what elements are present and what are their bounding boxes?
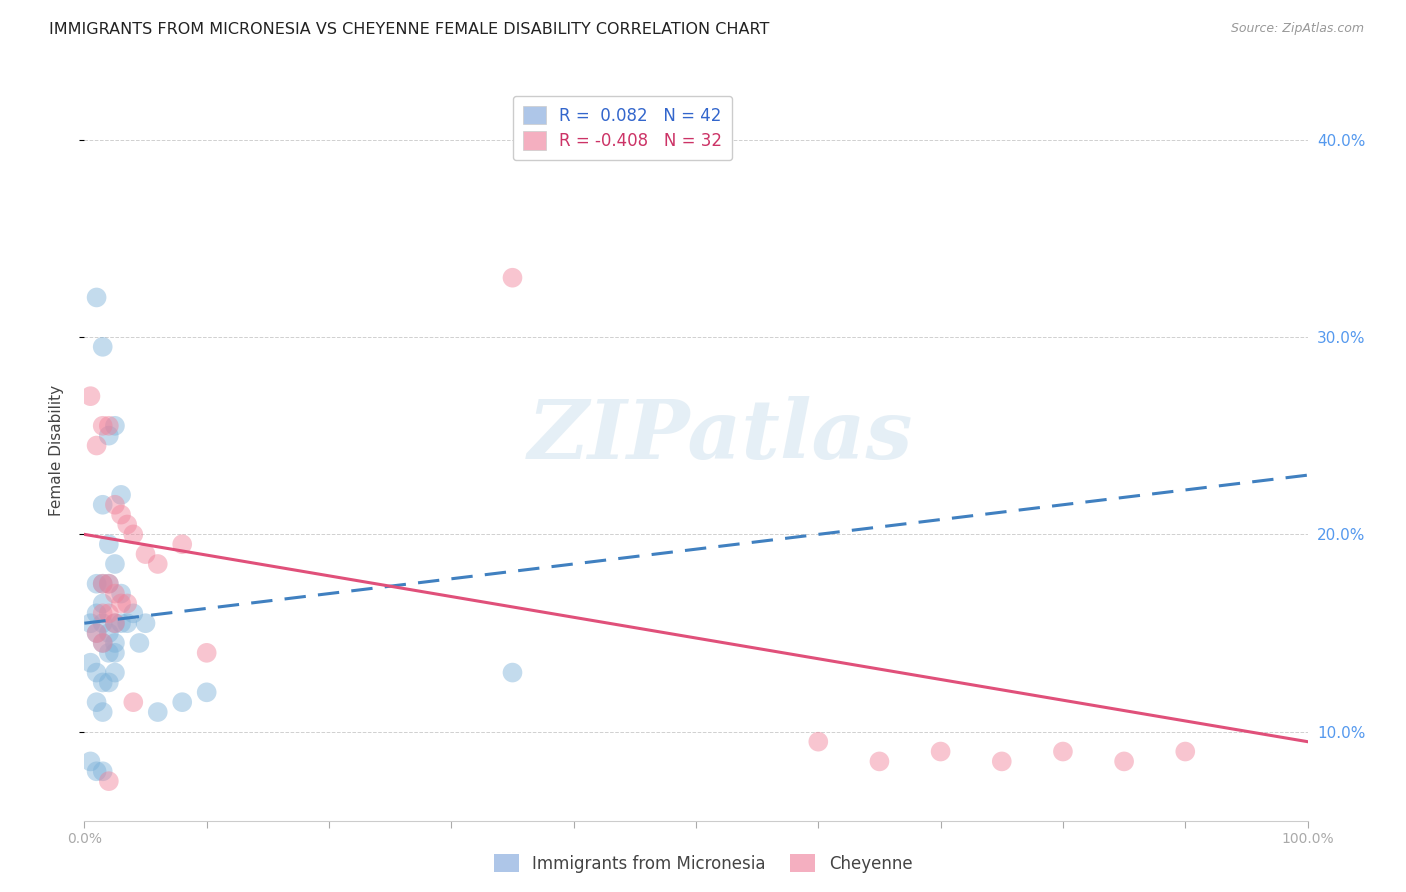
Point <box>104 498 127 512</box>
Point <box>172 695 194 709</box>
Point <box>869 755 891 769</box>
Point <box>91 576 114 591</box>
Point <box>97 428 120 442</box>
Point <box>115 616 138 631</box>
Point <box>104 636 127 650</box>
Point <box>86 665 108 680</box>
Y-axis label: Female Disability: Female Disability <box>49 384 63 516</box>
Point <box>86 576 108 591</box>
Point <box>86 290 108 304</box>
Point <box>79 656 101 670</box>
Point <box>91 607 114 621</box>
Point <box>110 488 132 502</box>
Point <box>1052 745 1074 759</box>
Point <box>91 498 114 512</box>
Point <box>115 517 138 532</box>
Legend: R =  0.082   N = 42, R = -0.408   N = 32: R = 0.082 N = 42, R = -0.408 N = 32 <box>513 96 733 160</box>
Point <box>79 616 101 631</box>
Text: Source: ZipAtlas.com: Source: ZipAtlas.com <box>1230 22 1364 36</box>
Point <box>86 626 108 640</box>
Point <box>97 774 120 789</box>
Point <box>104 616 127 631</box>
Point <box>91 616 114 631</box>
Point <box>110 586 132 600</box>
Point <box>807 734 830 748</box>
Point <box>146 705 169 719</box>
Point <box>97 576 120 591</box>
Point <box>97 537 120 551</box>
Point <box>79 389 101 403</box>
Point <box>97 646 120 660</box>
Point <box>79 755 101 769</box>
Point <box>91 576 114 591</box>
Point <box>86 764 108 779</box>
Point <box>110 616 132 631</box>
Point <box>91 675 114 690</box>
Point <box>128 636 150 650</box>
Text: IMMIGRANTS FROM MICRONESIA VS CHEYENNE FEMALE DISABILITY CORRELATION CHART: IMMIGRANTS FROM MICRONESIA VS CHEYENNE F… <box>49 22 769 37</box>
Point <box>122 527 145 541</box>
Point <box>91 764 114 779</box>
Point <box>104 646 127 660</box>
Legend: Immigrants from Micronesia, Cheyenne: Immigrants from Micronesia, Cheyenne <box>486 847 920 880</box>
Point <box>110 597 132 611</box>
Point <box>195 685 218 699</box>
Point <box>104 616 127 631</box>
Point <box>91 418 114 433</box>
Point <box>110 508 132 522</box>
Point <box>1174 745 1197 759</box>
Point <box>135 547 157 561</box>
Point <box>91 636 114 650</box>
Point <box>97 576 120 591</box>
Point <box>122 607 145 621</box>
Point <box>97 607 120 621</box>
Point <box>97 418 120 433</box>
Point <box>104 418 127 433</box>
Point <box>929 745 952 759</box>
Point <box>172 537 194 551</box>
Point <box>91 636 114 650</box>
Point <box>104 557 127 571</box>
Point <box>1114 755 1136 769</box>
Point <box>86 438 108 452</box>
Point <box>122 695 145 709</box>
Point <box>86 607 108 621</box>
Point <box>97 626 120 640</box>
Point <box>502 665 524 680</box>
Point <box>146 557 169 571</box>
Point <box>115 597 138 611</box>
Point <box>86 626 108 640</box>
Point <box>97 675 120 690</box>
Point <box>91 340 114 354</box>
Point <box>86 695 108 709</box>
Point <box>135 616 157 631</box>
Point <box>502 270 524 285</box>
Point <box>991 755 1014 769</box>
Text: ZIPatlas: ZIPatlas <box>527 396 912 475</box>
Point <box>104 586 127 600</box>
Point <box>195 646 218 660</box>
Point <box>91 705 114 719</box>
Point <box>104 665 127 680</box>
Point <box>91 597 114 611</box>
